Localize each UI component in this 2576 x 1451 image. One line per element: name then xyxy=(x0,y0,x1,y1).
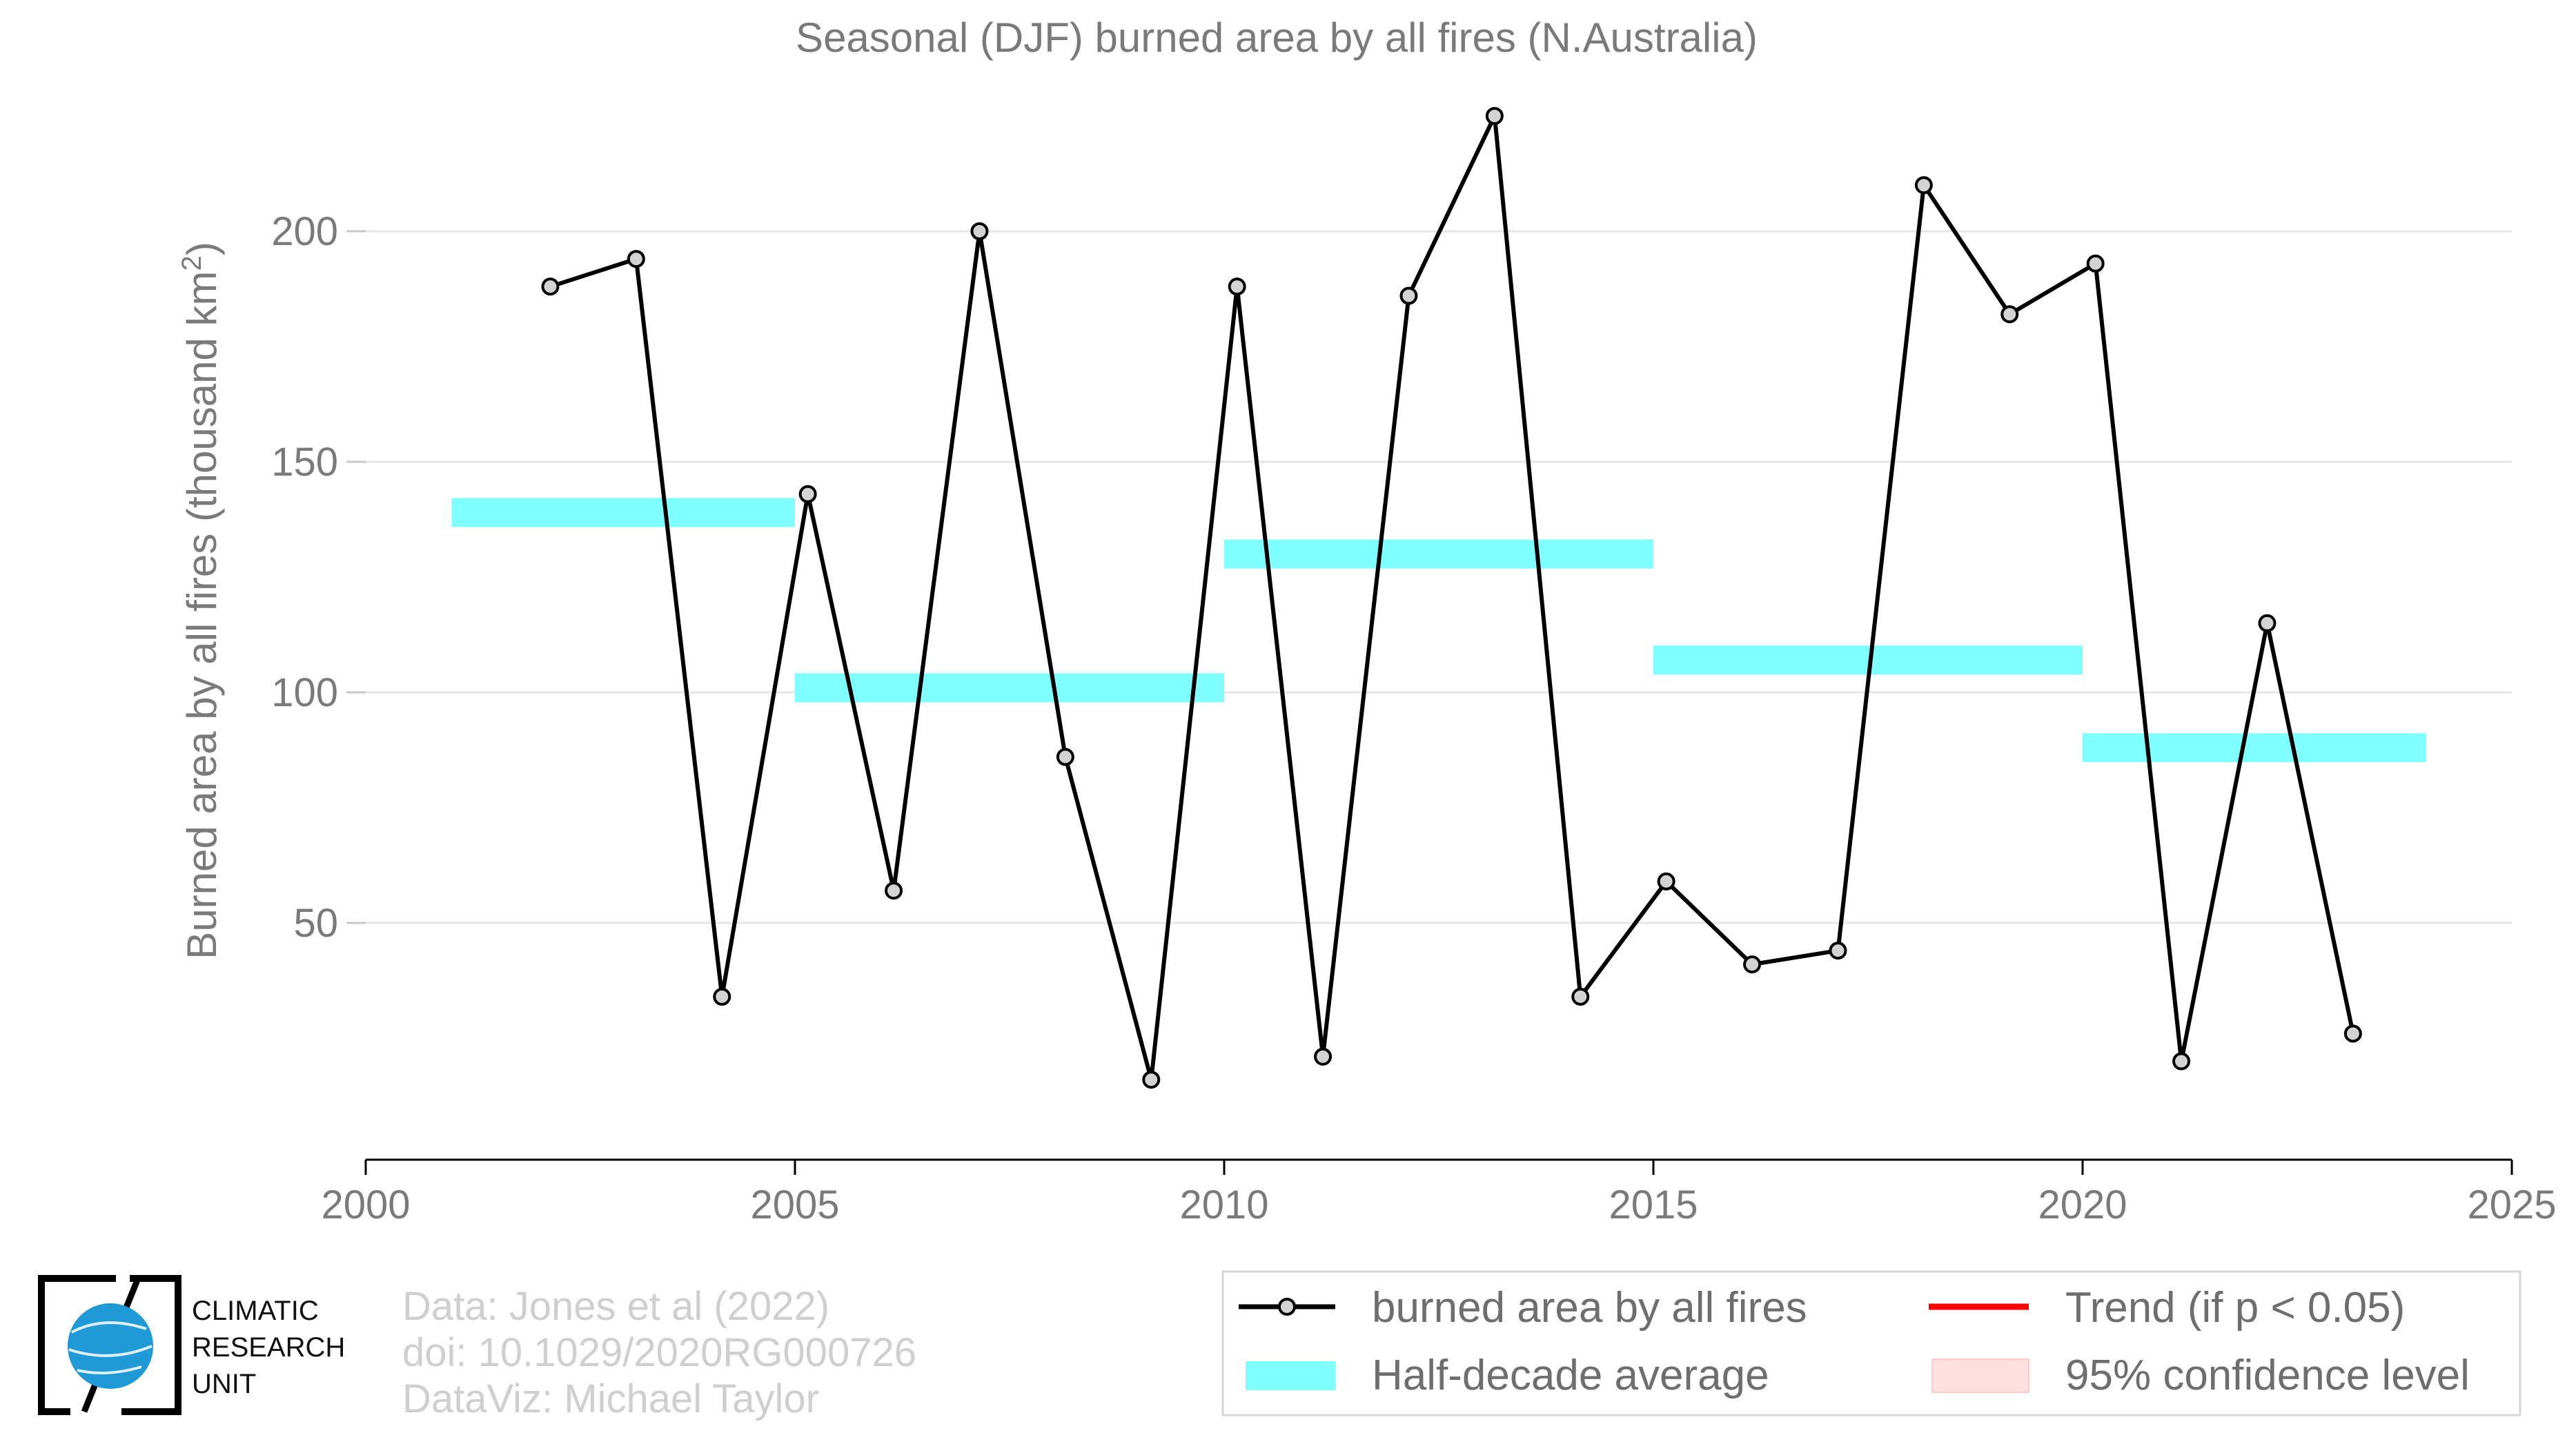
data-point xyxy=(798,485,817,503)
half-decade-band xyxy=(795,673,1224,703)
x-axis-ticks: 2000 2005 2010 2015 2020 2025 xyxy=(321,1160,2557,1227)
data-point xyxy=(541,277,560,296)
legend: burned area by all fires Trend (if p < 0… xyxy=(1221,1270,2521,1416)
legend-confidence-swatch xyxy=(1931,1359,2029,1393)
data-point xyxy=(1485,107,1504,125)
data-point xyxy=(2172,1052,2191,1071)
half-decade-band xyxy=(1224,539,1653,569)
credit-data: Data: Jones et al (2022) xyxy=(402,1284,829,1329)
data-point xyxy=(1228,277,1246,296)
legend-label-burned-area: burned area by all fires xyxy=(1372,1284,1807,1332)
half-decade-band xyxy=(451,498,795,527)
credit-doi: doi: 10.1029/2020RG000726 xyxy=(402,1330,916,1375)
data-point xyxy=(1743,955,1762,974)
data-point xyxy=(885,882,903,900)
x-tick-label: 2000 xyxy=(321,1182,410,1227)
data-point xyxy=(2258,614,2277,632)
cru-logo: CLIMATIC RESEARCH UNIT xyxy=(38,1275,345,1415)
data-point xyxy=(1914,176,1933,195)
legend-label-trend: Trend (if p < 0.05) xyxy=(2065,1284,2405,1332)
chart-title: Seasonal (DJF) burned area by all fires … xyxy=(796,14,1758,61)
series-burned-area xyxy=(541,107,2362,1089)
logo-text-line1: CLIMATIC xyxy=(192,1296,319,1326)
data-point xyxy=(1399,286,1418,305)
y-axis-label-superscript: 2 xyxy=(177,255,207,271)
y-tick-label: 200 xyxy=(271,209,338,254)
data-point xyxy=(627,250,645,269)
y-tick-label: 50 xyxy=(293,901,338,946)
data-point xyxy=(2000,305,2019,324)
data-point xyxy=(1657,872,1675,890)
y-axis-ticks: 50 100 150 200 xyxy=(271,209,366,946)
data-point xyxy=(1056,748,1074,766)
legend-box xyxy=(1221,1270,2521,1416)
data-point xyxy=(1142,1071,1161,1089)
logo-text-line3: UNIT xyxy=(192,1369,256,1399)
globe-icon xyxy=(68,1303,153,1389)
credits: Data: Jones et al (2022) doi: 10.1029/20… xyxy=(402,1284,916,1421)
x-tick-label: 2015 xyxy=(1609,1182,1698,1227)
x-tick-label: 2010 xyxy=(1179,1182,1268,1227)
legend-label-confidence: 95% confidence level xyxy=(2065,1352,2470,1399)
y-axis-label-main: Burned area by all fires (thousand km xyxy=(179,271,225,960)
data-point xyxy=(1314,1047,1333,1066)
logo-bracket-left xyxy=(38,1275,116,1415)
logo-bracket-right xyxy=(121,1275,181,1415)
data-point xyxy=(1571,987,1590,1006)
legend-label-half-decade: Half-decade average xyxy=(1372,1352,1769,1399)
x-tick-label: 2005 xyxy=(750,1182,839,1227)
grid-lines xyxy=(366,230,2512,924)
logo-text-line2: RESEARCH xyxy=(192,1332,345,1363)
data-point xyxy=(2086,254,2105,273)
data-point xyxy=(713,987,731,1006)
y-axis-label-close: ) xyxy=(179,242,225,255)
series-line xyxy=(549,114,2355,1082)
y-tick-label: 100 xyxy=(271,670,338,715)
data-point xyxy=(2343,1024,2362,1043)
x-tick-label: 2025 xyxy=(2467,1182,2556,1227)
half-decade-band xyxy=(2083,733,2426,763)
data-point xyxy=(1829,942,1847,960)
x-tick-label: 2020 xyxy=(2038,1182,2127,1227)
y-tick-label: 150 xyxy=(271,440,338,485)
y-axis-label: Burned area by all fires (thousand km2) xyxy=(177,242,225,959)
data-point xyxy=(970,222,989,240)
globe-lines-icon xyxy=(68,1321,153,1374)
credit-dataviz: DataViz: Michael Taylor xyxy=(402,1376,819,1421)
half-decade-bands xyxy=(451,498,2426,763)
legend-band-swatch xyxy=(1246,1361,1335,1390)
legend-marker xyxy=(1278,1298,1296,1316)
